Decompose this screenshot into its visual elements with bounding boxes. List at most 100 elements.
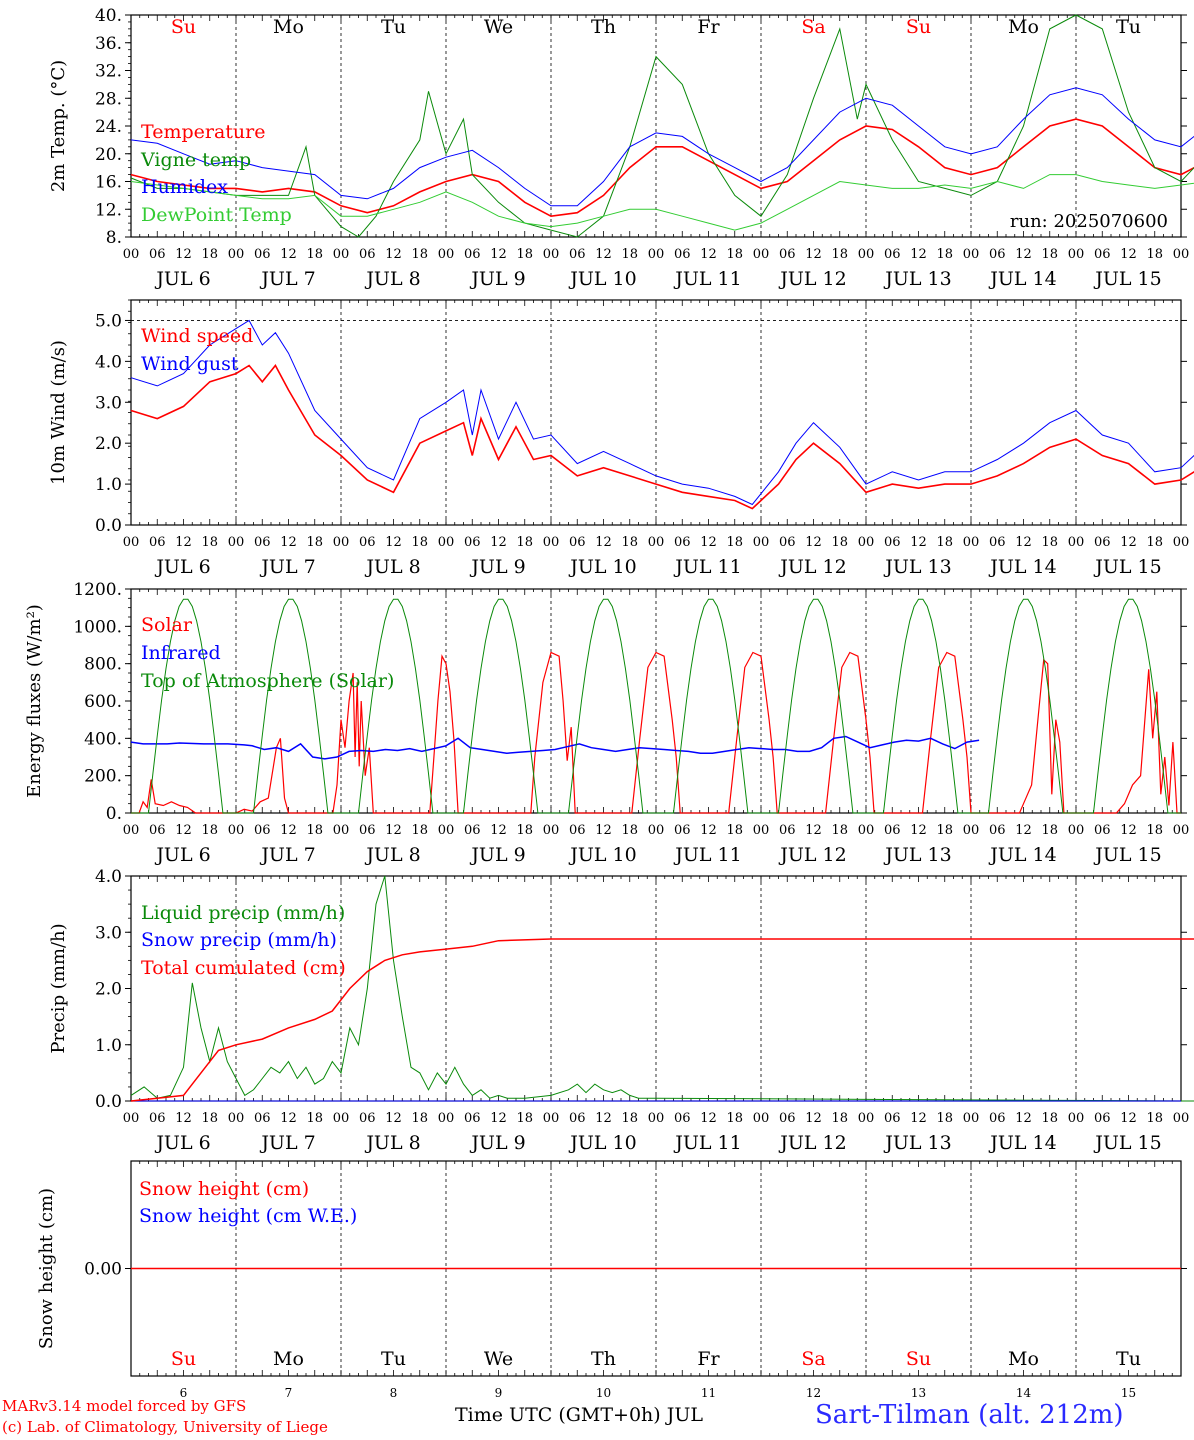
hour-tick-label: 06: [569, 1111, 586, 1126]
hour-tick-label: 00: [543, 823, 560, 838]
hour-tick-label: 18: [1146, 1111, 1163, 1126]
hour-tick-label: 00: [228, 823, 245, 838]
y-tick-label: 2.0: [95, 434, 122, 454]
hour-tick-label: 18: [1041, 247, 1058, 262]
hour-tick-label: 00: [753, 247, 770, 262]
hour-tick-label: 00: [753, 535, 770, 550]
date-label: JUL 12: [778, 268, 846, 290]
hour-tick-label: 18: [516, 823, 533, 838]
hour-tick-label: 18: [1146, 247, 1163, 262]
hour-tick-label: 00: [543, 247, 560, 262]
hour-tick-label: 18: [936, 247, 953, 262]
panel-frame: [130, 588, 1182, 814]
y-tick-label: 20.: [95, 145, 122, 165]
x-axis-title: Time UTC (GMT+0h) JUL: [455, 1404, 703, 1426]
hour-tick-label: 00: [963, 1111, 980, 1126]
y-tick-label: 0.00: [84, 1260, 122, 1280]
hour-tick-label: 18: [936, 535, 953, 550]
legend-entry: Humidex: [141, 176, 228, 198]
y-tick-label: 1.0: [95, 1036, 122, 1056]
hour-tick-label: 06: [674, 1111, 691, 1126]
hour-tick-label: 00: [438, 1111, 455, 1126]
hour-tick-label: 12: [700, 823, 717, 838]
hour-tick-label: 18: [201, 535, 218, 550]
hour-tick-label: 06: [359, 535, 376, 550]
y-tick-label: 4.0: [95, 352, 122, 372]
panel-3: [125, 588, 1187, 814]
hour-tick-label: 12: [1015, 247, 1032, 262]
date-label: JUL 7: [259, 1132, 315, 1154]
date-label: JUL 6: [154, 1132, 210, 1154]
hour-tick-label: 00: [858, 535, 875, 550]
model-credit: MARv3.14 model forced by GFS: [2, 1397, 247, 1415]
hour-tick-label: 00: [123, 1111, 140, 1126]
date-label: JUL 10: [568, 268, 636, 290]
hour-tick-label: 12: [910, 823, 927, 838]
y-tick-label: 800.: [84, 655, 122, 675]
y-tick-label: 3.0: [95, 923, 122, 943]
date-label: JUL 14: [988, 556, 1056, 578]
hour-tick-label: 12: [1120, 247, 1137, 262]
hour-tick-label: 06: [884, 247, 901, 262]
date-label: JUL 8: [364, 844, 420, 866]
y-tick-label: 0.0: [95, 1092, 122, 1112]
hour-tick-label: 06: [989, 535, 1006, 550]
date-label: JUL 15: [1093, 844, 1161, 866]
weekday-label-bottom: Th: [591, 1348, 616, 1370]
date-label: JUL 6: [154, 844, 210, 866]
hour-tick-label: 12: [910, 247, 927, 262]
hour-tick-label: 18: [201, 823, 218, 838]
hour-tick-label: 18: [306, 247, 323, 262]
hour-tick-label: 18: [306, 1111, 323, 1126]
hour-tick-label: 12: [280, 247, 297, 262]
hour-tick-label: 12: [805, 535, 822, 550]
hour-tick-label: 06: [464, 247, 481, 262]
y-tick-label: 1000.: [73, 617, 122, 637]
hour-tick-label: 00: [1068, 535, 1085, 550]
hour-tick-label: 00: [333, 535, 350, 550]
legend-entry: Liquid precip (mm/h): [141, 902, 345, 924]
date-label: JUL 11: [673, 268, 741, 290]
hour-tick-label: 00: [123, 247, 140, 262]
legend-entry: Total cumulated (cm): [141, 957, 346, 979]
series-line-2: [130, 14, 1194, 238]
date-label: JUL 13: [883, 268, 951, 290]
y-tick-label: 12.: [95, 200, 122, 220]
hour-tick-label: 06: [569, 247, 586, 262]
hour-tick-label: 18: [201, 247, 218, 262]
y-tick-label: 400.: [84, 729, 122, 749]
panel-1: [125, 14, 1194, 238]
date-label: JUL 14: [988, 268, 1056, 290]
hour-tick-label: 18: [1041, 823, 1058, 838]
hour-tick-label: 00: [438, 823, 455, 838]
hour-tick-label: 18: [306, 823, 323, 838]
date-label: JUL 10: [568, 844, 636, 866]
weekday-label: Su: [171, 16, 196, 38]
hour-tick-label: 06: [569, 823, 586, 838]
hour-tick-label: 00: [1173, 1111, 1190, 1126]
hour-tick-label: 06: [674, 823, 691, 838]
hour-tick-label: 18: [516, 1111, 533, 1126]
date-label: JUL 11: [673, 1132, 741, 1154]
series-line-2: [130, 319, 1194, 506]
day-number: 8: [390, 1386, 398, 1400]
hour-tick-label: 12: [280, 535, 297, 550]
date-label: JUL 7: [259, 844, 315, 866]
y-tick-label: 40.: [95, 6, 122, 26]
hour-tick-label: 00: [1068, 247, 1085, 262]
hour-tick-label: 12: [490, 535, 507, 550]
date-label: JUL 9: [469, 556, 525, 578]
hour-tick-label: 06: [779, 535, 796, 550]
hour-tick-label: 06: [254, 823, 271, 838]
weekday-label-bottom: Sa: [801, 1348, 825, 1370]
weekday-label-bottom: We: [484, 1348, 513, 1370]
hour-tick-label: 18: [726, 247, 743, 262]
hour-tick-label: 18: [1041, 535, 1058, 550]
y-tick-label: 5.0: [95, 311, 122, 331]
day-number: 7: [285, 1386, 293, 1400]
series-line-3: [130, 938, 1194, 1102]
weekday-label: Tu: [381, 16, 406, 38]
station-name: Sart-Tilman (alt. 212m): [815, 1400, 1124, 1430]
hour-tick-label: 12: [385, 247, 402, 262]
